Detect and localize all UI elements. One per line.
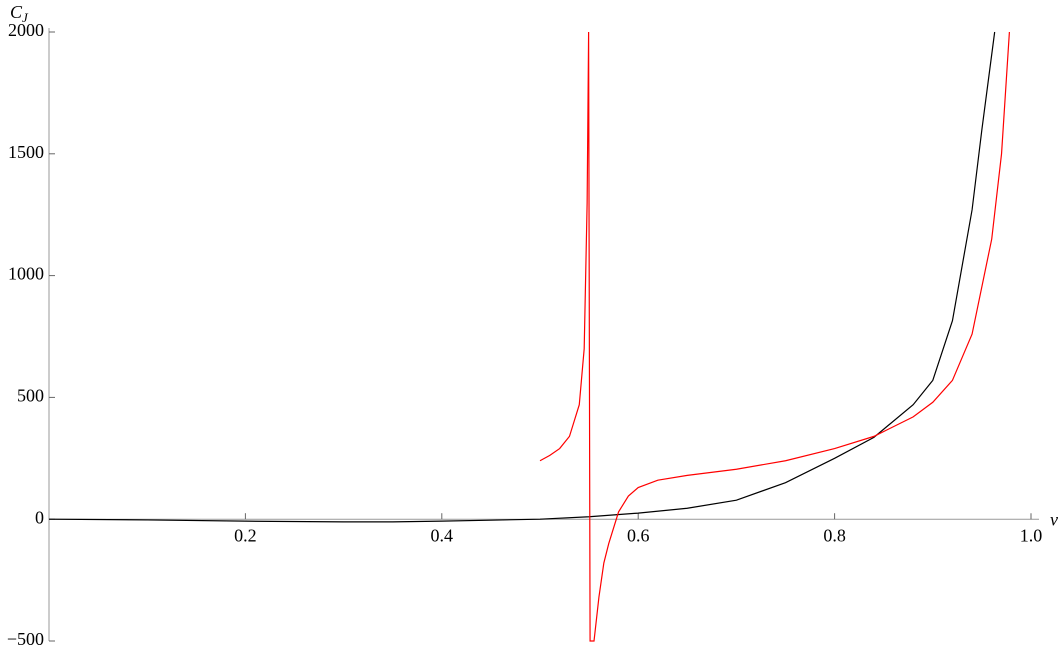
y-axis-label: CJ (10, 2, 29, 25)
y-tick-label: 1000 (8, 264, 44, 284)
x-axis-label: ν (1050, 509, 1058, 529)
x-tick-label: 0.8 (823, 525, 846, 545)
line-series (48, 31, 996, 523)
y-tick-label: 0 (35, 507, 44, 527)
x-tick-label: 0.2 (234, 525, 257, 545)
y-tick-label: −500 (7, 629, 44, 649)
y-tick-label: 2000 (8, 20, 44, 40)
x-tick-label: 1.0 (1020, 525, 1043, 545)
y-label-sub: J (22, 10, 29, 25)
x-tick-label: 0.4 (431, 525, 454, 545)
x-tick-label: 0.6 (627, 525, 650, 545)
y-label-main: C (10, 2, 23, 22)
y-tick-label: 500 (17, 386, 44, 406)
y-tick-label: 1500 (8, 142, 44, 162)
line-series (539, 31, 1010, 642)
